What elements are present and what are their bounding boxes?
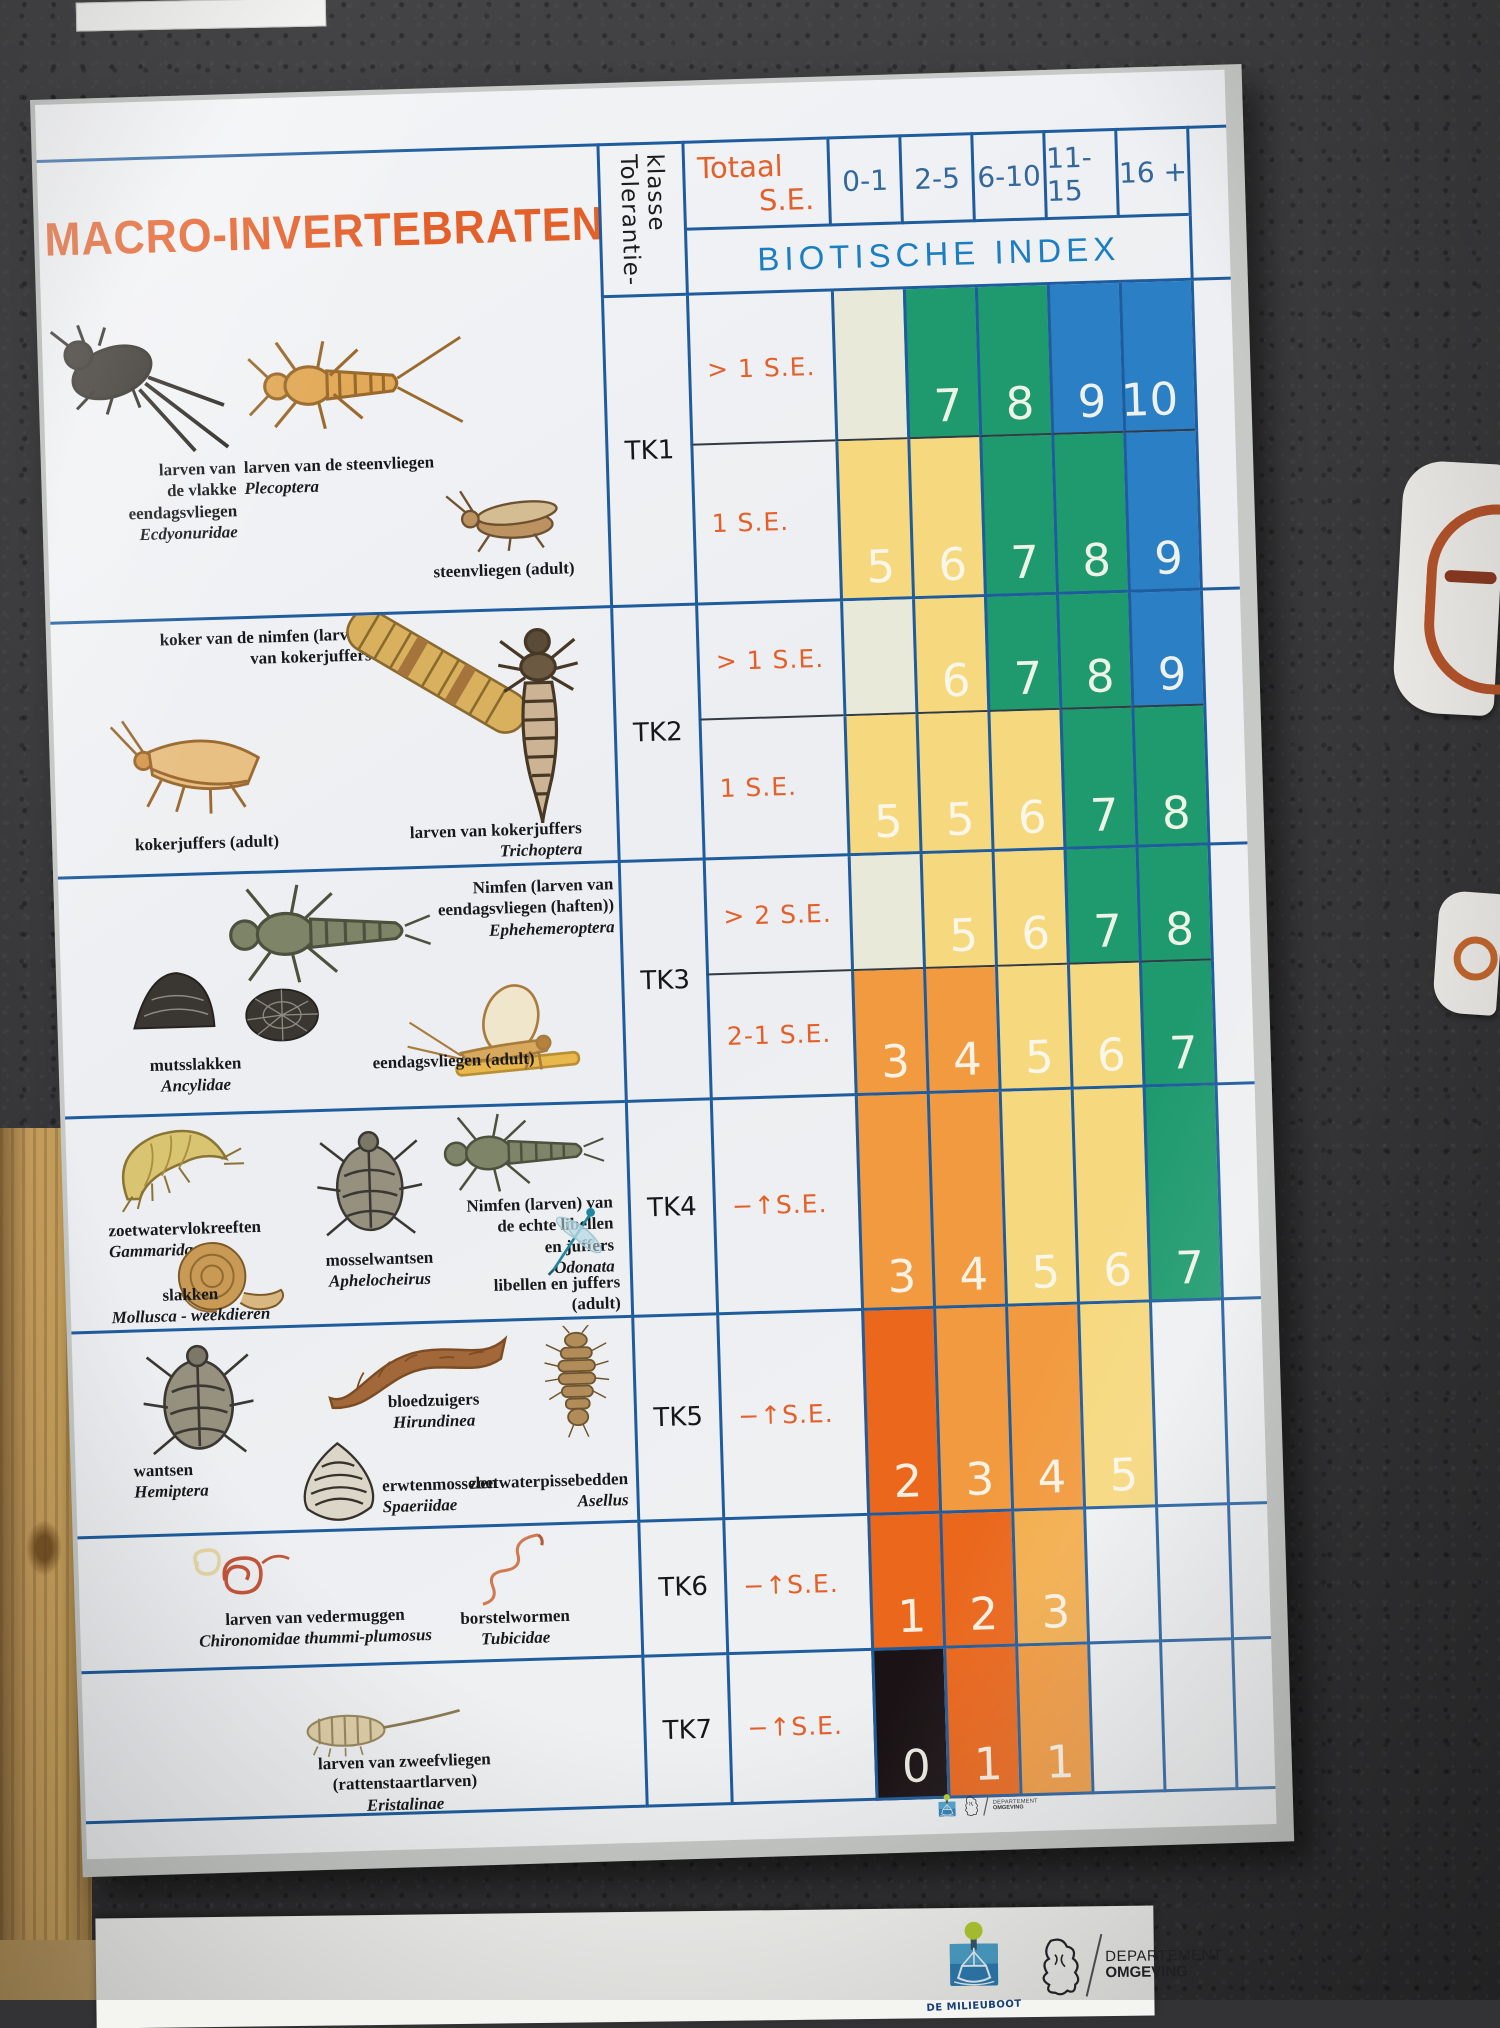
milieuboot-label: DE MILIEUBOOT: [926, 1998, 1022, 2014]
